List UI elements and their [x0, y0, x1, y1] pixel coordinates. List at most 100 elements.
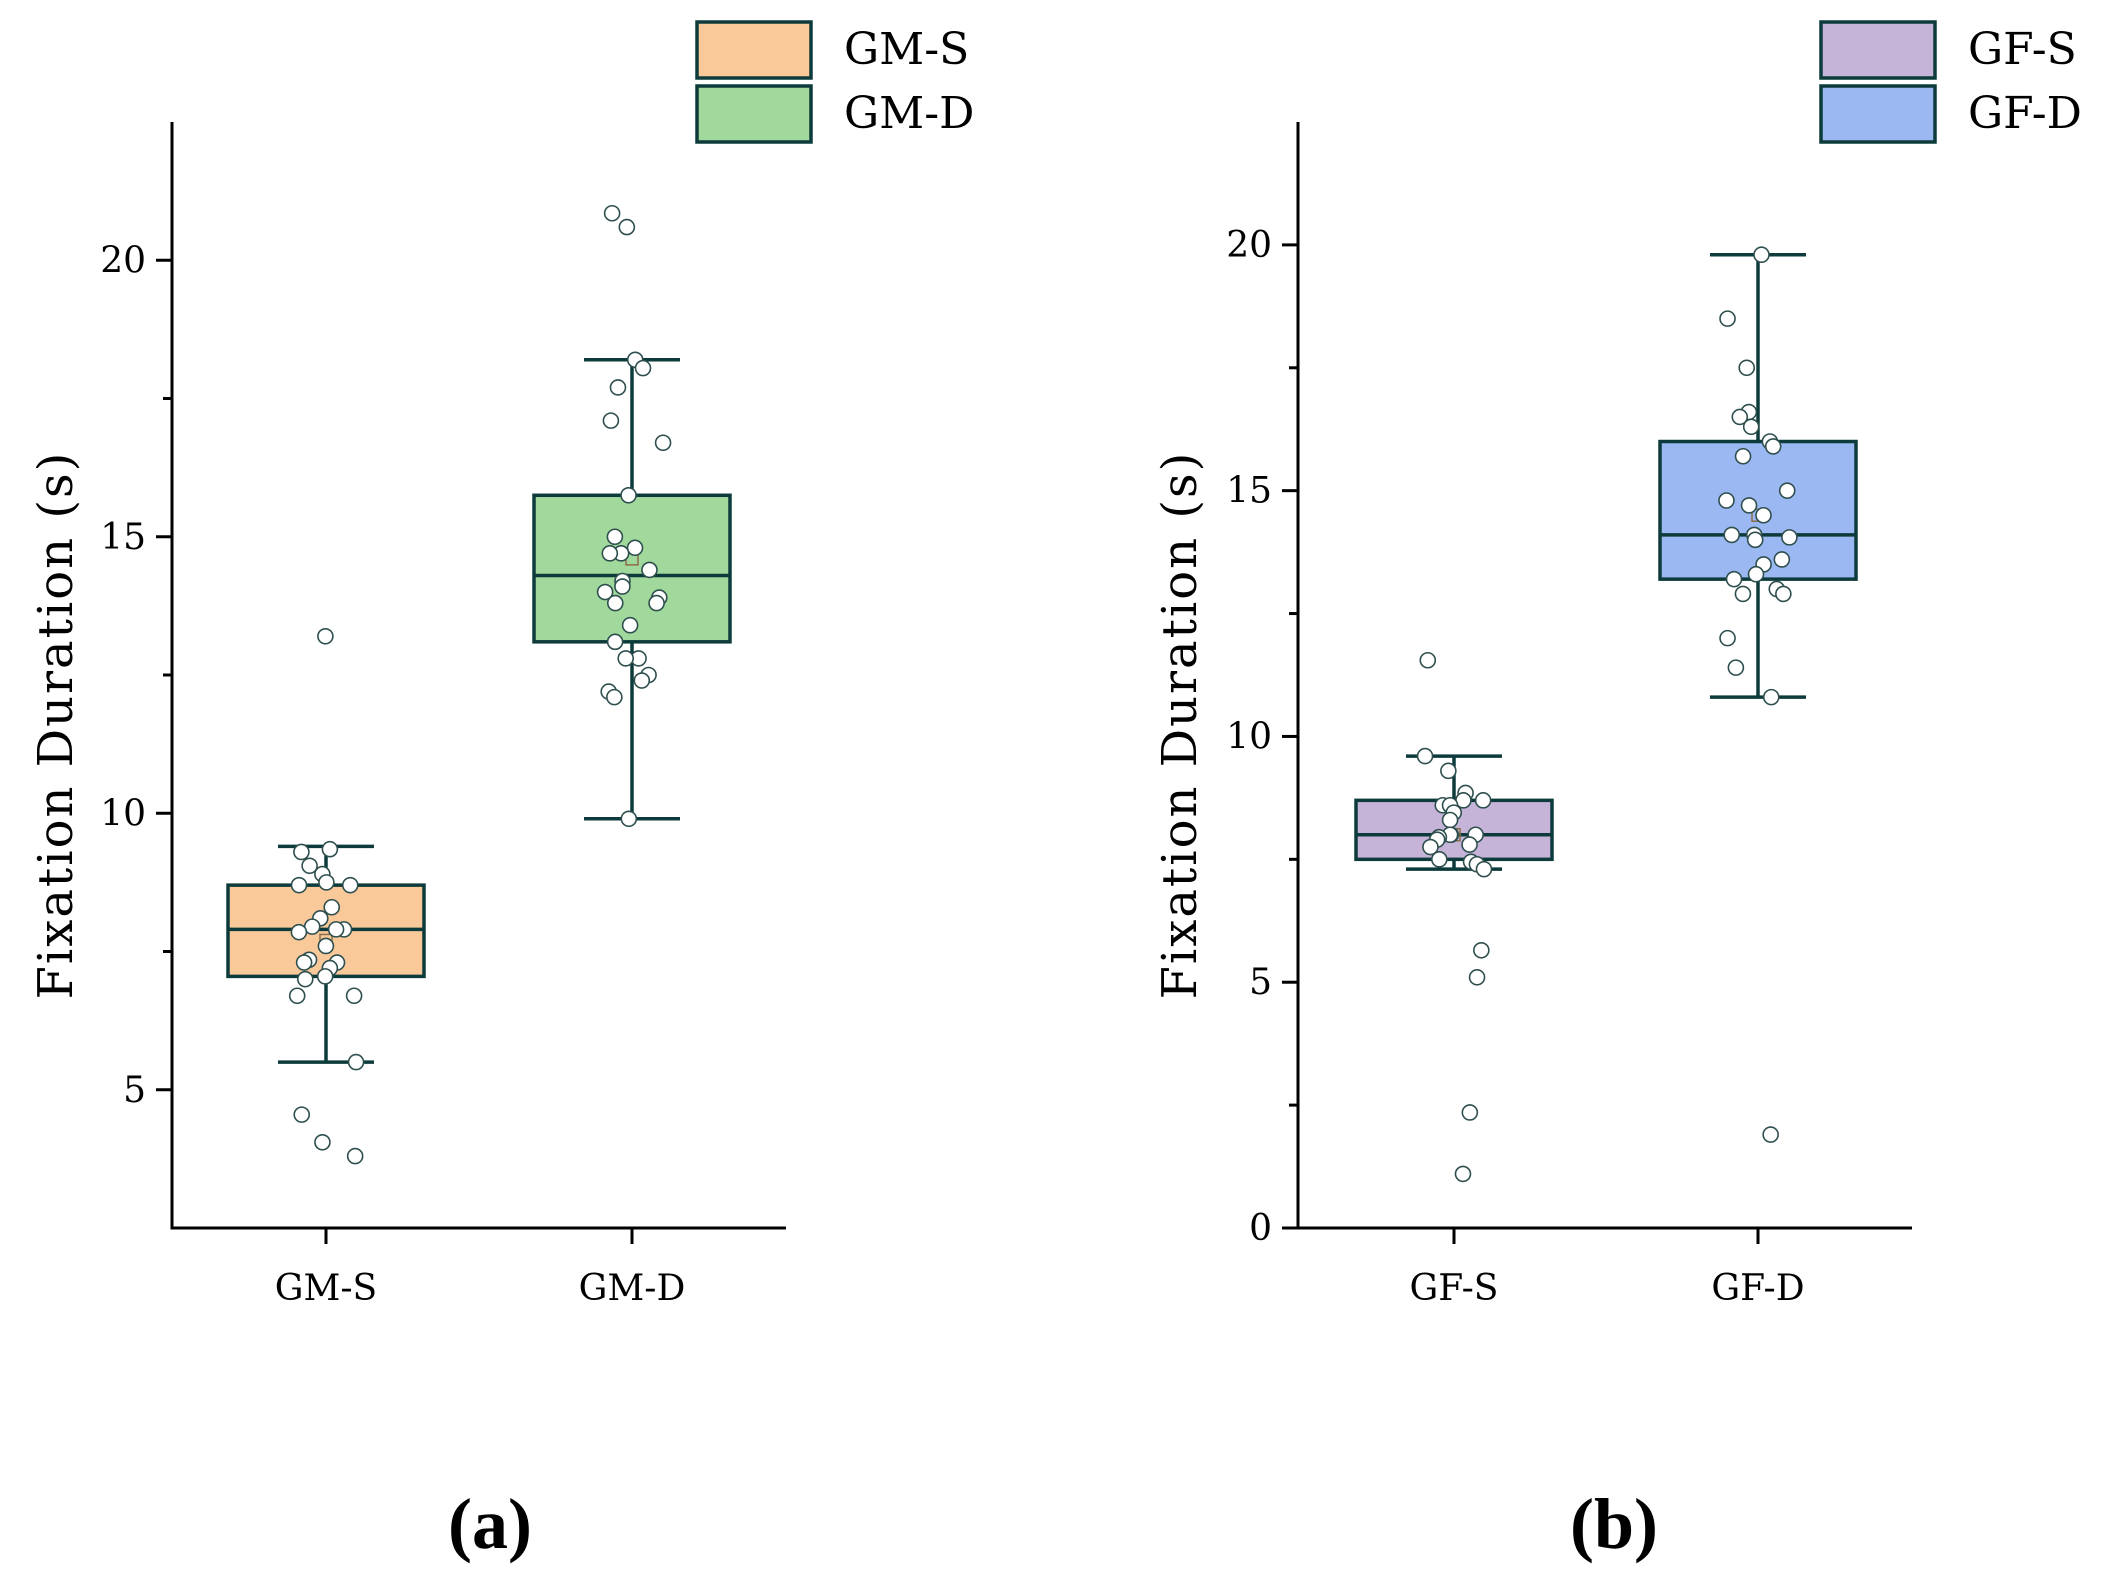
data-point-gf-d	[1778, 482, 1796, 499]
data-point-gm-d	[620, 810, 638, 828]
data-point-gm-d	[596, 583, 614, 601]
data-point-gm-d	[620, 486, 637, 504]
data-point-gm-d	[609, 379, 627, 396]
data-point-gf-s	[1416, 747, 1434, 765]
data-point-gm-d	[633, 672, 651, 689]
data-point-gm-s	[318, 874, 335, 891]
data-point-gf-d	[1742, 418, 1760, 436]
data-point-gf-d	[1747, 565, 1765, 583]
legend-label-gm-d: GM-D	[844, 88, 974, 139]
y-tick-label: 20	[1226, 225, 1272, 266]
y-tick-label: 15	[1226, 471, 1272, 512]
data-point-gm-s	[293, 1106, 311, 1123]
data-point-gm-s	[341, 876, 359, 894]
data-point-gm-s	[293, 843, 310, 861]
data-point-gf-s	[1422, 838, 1439, 856]
data-point-gm-s	[301, 857, 318, 875]
data-point-gm-s	[288, 987, 306, 1005]
data-point-gf-d	[1746, 531, 1764, 549]
panel-label: (b)	[1570, 1484, 1658, 1564]
data-point-gm-d	[626, 539, 644, 557]
y-tick-label: 5	[123, 1070, 146, 1111]
data-point-gf-d	[1723, 526, 1741, 544]
data-point-gm-s	[295, 954, 313, 971]
data-point-gm-d	[606, 528, 624, 546]
x-tick-label-gm-d: GM-D	[579, 1268, 686, 1309]
data-point-gf-d	[1731, 408, 1749, 426]
panel-a: 5 10 15 20 Fixation Duration (s) GM-S GM-S GM-D…	[28, 20, 974, 1564]
data-point-gf-d	[1725, 570, 1743, 588]
data-point-gm-d	[602, 412, 620, 429]
x-tick-label-gm-s: GM-S	[275, 1268, 377, 1309]
data-point-gf-d	[1719, 629, 1736, 647]
data-point-gm-s	[346, 1147, 364, 1165]
data-point-gm-s	[296, 970, 314, 988]
data-point-gf-d	[1718, 492, 1735, 509]
data-point-gf-d	[1734, 585, 1752, 603]
data-point-gm-d	[654, 434, 672, 452]
data-point-gf-d	[1740, 497, 1758, 514]
data-point-gf-s	[1461, 1104, 1479, 1121]
legend-swatch-gf-s	[1819, 20, 1937, 80]
data-point-gf-d	[1762, 688, 1780, 706]
data-point-gf-d	[1755, 506, 1772, 524]
legend-label-gf-d: GF-D	[1968, 88, 2082, 139]
data-point-gm-d	[606, 633, 624, 651]
data-point-gm-s	[323, 898, 341, 916]
x-tick-label-gf-d: GF-D	[1711, 1268, 1804, 1309]
panel-b: 0 5 10 15 20 Fixation Duration (s) GF-S GF-S GF-…	[1152, 20, 2082, 1564]
data-point-gm-s	[345, 987, 363, 1005]
data-point-gf-s	[1454, 1165, 1472, 1183]
data-point-gf-s	[1441, 811, 1459, 829]
data-point-gf-d	[1727, 659, 1745, 676]
y-tick-label: 20	[100, 240, 146, 281]
data-point-gf-s	[1473, 941, 1490, 959]
data-point-gm-d	[603, 204, 621, 222]
data-point-gm-d	[648, 594, 665, 612]
data-point-gm-d	[634, 359, 652, 377]
data-point-gf-s	[1475, 860, 1493, 878]
y-tick-label: 5	[1249, 962, 1272, 1003]
data-point-gm-d	[618, 218, 636, 236]
data-point-gm-s	[314, 1133, 331, 1151]
data-point-gf-d	[1764, 438, 1782, 455]
data-point-gf-d	[1762, 1126, 1779, 1143]
x-tick-label-gf-s: GF-S	[1410, 1268, 1499, 1309]
data-point-gf-d	[1781, 529, 1798, 546]
data-point-gm-s	[327, 921, 345, 938]
y-tick-label: 10	[1226, 716, 1272, 757]
data-point-gf-s	[1461, 836, 1478, 853]
data-point-gf-s	[1474, 792, 1492, 809]
data-point-gm-d	[641, 561, 658, 579]
data-point-gf-s	[1468, 969, 1486, 986]
legend-swatch-gm-d	[695, 84, 813, 144]
data-point-gm-d	[617, 650, 635, 667]
y-axis-label: Fixation Duration (s)	[28, 451, 84, 1000]
data-point-gm-d	[614, 578, 631, 595]
data-point-gm-s	[317, 937, 335, 955]
data-point-gm-s	[290, 876, 308, 894]
data-point-gm-d	[606, 594, 624, 612]
panel-label: (a)	[448, 1484, 532, 1564]
data-point-gm-s	[290, 923, 308, 941]
data-point-gf-d	[1773, 551, 1791, 568]
legend-swatch-gf-d	[1819, 84, 1937, 144]
data-point-gf-d	[1775, 585, 1792, 603]
data-point-gm-s	[321, 840, 339, 858]
data-point-gm-d	[606, 688, 623, 706]
data-point-gf-d	[1719, 310, 1736, 327]
data-point-gf-d	[1734, 447, 1752, 465]
data-point-gf-d	[1738, 359, 1756, 377]
y-tick-label: 15	[100, 517, 146, 558]
data-point-gf-s	[1419, 651, 1437, 669]
data-point-gm-d	[601, 545, 619, 562]
data-point-gf-d	[1753, 246, 1770, 264]
data-point-gf-s	[1431, 851, 1448, 868]
y-tick-label: 10	[100, 793, 146, 834]
data-point-gm-s	[316, 968, 334, 985]
data-point-gm-s	[317, 627, 334, 645]
legend-label-gf-s: GF-S	[1968, 24, 2077, 75]
data-point-gf-s	[1440, 762, 1457, 780]
data-point-gm-d	[621, 616, 639, 634]
